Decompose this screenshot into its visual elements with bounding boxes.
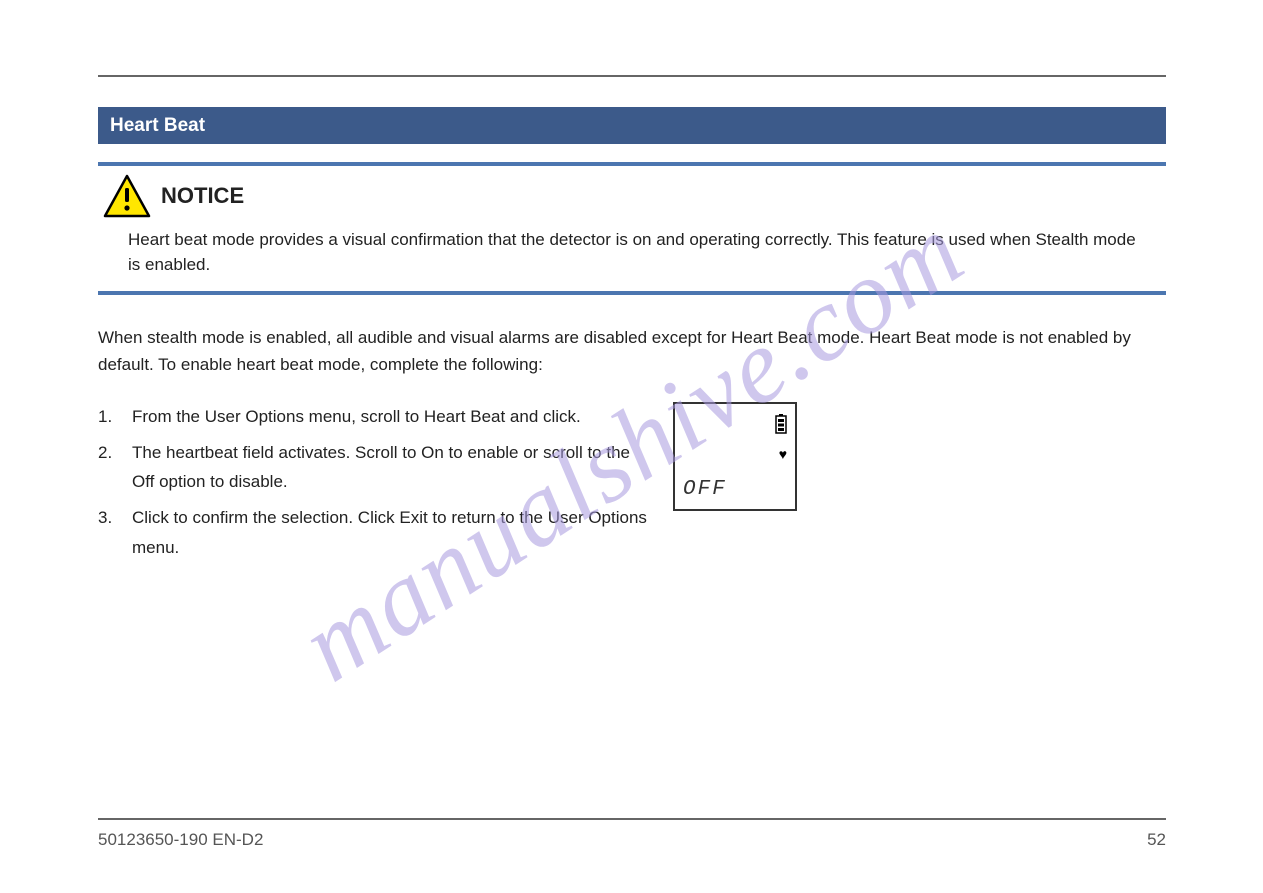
footer-page-number: 52 bbox=[1147, 830, 1166, 850]
step-text: Click to confirm the selection. Click Ex… bbox=[132, 503, 653, 563]
top-horizontal-rule bbox=[98, 75, 1166, 77]
notice-body-text: Heart beat mode provides a visual confir… bbox=[98, 218, 1166, 277]
step-text: From the User Options menu, scroll to He… bbox=[132, 402, 581, 432]
notice-title: NOTICE bbox=[161, 183, 244, 209]
heart-icon: ♥ bbox=[779, 446, 787, 462]
lcd-off-label: OFF bbox=[683, 478, 727, 501]
section-header-bar: Heart Beat bbox=[98, 107, 1166, 144]
bottom-horizontal-rule bbox=[98, 818, 1166, 820]
notice-header: NOTICE bbox=[98, 174, 1166, 218]
lcd-display-figure: ♥ OFF bbox=[673, 402, 797, 511]
footer-doc-id: 50123650-190 EN-D2 bbox=[98, 830, 263, 850]
warning-triangle-icon bbox=[103, 174, 151, 218]
step-number: 1. bbox=[98, 402, 132, 432]
step-item: 1. From the User Options menu, scroll to… bbox=[98, 402, 653, 432]
section-header-label: Heart Beat bbox=[110, 115, 205, 137]
notice-box: NOTICE Heart beat mode provides a visual… bbox=[98, 162, 1166, 295]
steps-row: 1. From the User Options menu, scroll to… bbox=[98, 402, 1166, 569]
page-content: Heart Beat NOTICE Heart beat mode provid… bbox=[98, 0, 1166, 569]
step-number: 2. bbox=[98, 438, 132, 498]
steps-list: 1. From the User Options menu, scroll to… bbox=[98, 402, 653, 569]
page-footer: 50123650-190 EN-D2 52 bbox=[98, 830, 1166, 850]
step-number: 3. bbox=[98, 503, 132, 563]
intro-paragraph: When stealth mode is enabled, all audibl… bbox=[98, 325, 1166, 378]
step-item: 2. The heartbeat field activates. Scroll… bbox=[98, 438, 653, 498]
battery-icon bbox=[775, 414, 787, 434]
step-item: 3. Click to confirm the selection. Click… bbox=[98, 503, 653, 563]
step-text: The heartbeat field activates. Scroll to… bbox=[132, 438, 653, 498]
